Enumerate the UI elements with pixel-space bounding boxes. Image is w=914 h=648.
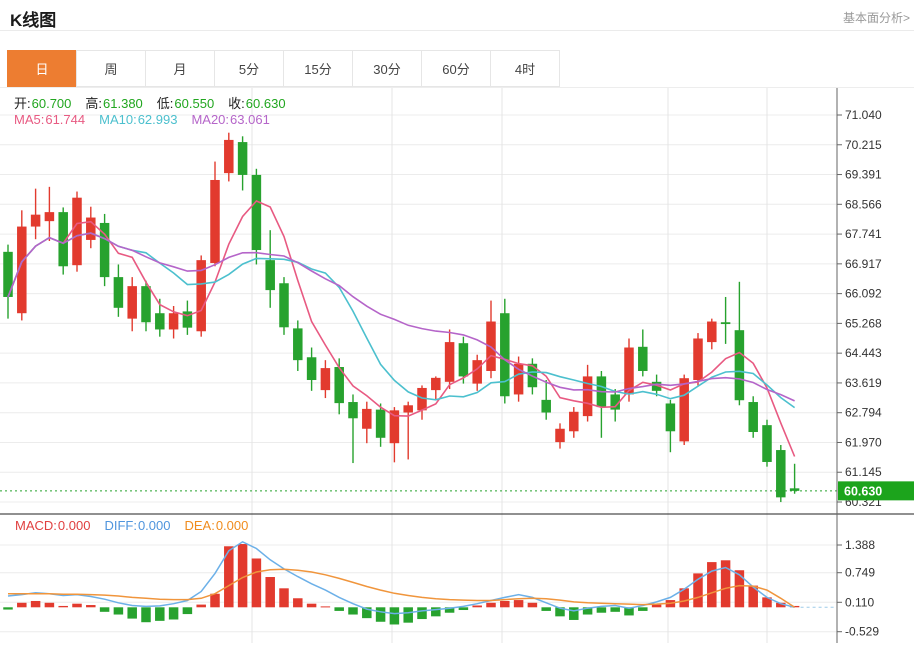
axis-tick-label: 66.092	[845, 287, 882, 301]
axis-tick-label: 62.794	[845, 406, 882, 420]
axis-tick-label: 1.388	[845, 538, 875, 552]
tab-15min[interactable]: 15分	[283, 50, 353, 87]
tab-5min[interactable]: 5分	[214, 50, 284, 87]
axis-tick-label: 0.110	[845, 595, 874, 609]
last-price-badge: 60.630	[838, 481, 914, 501]
axis-tick-label: 68.566	[845, 197, 882, 211]
macd-layer	[0, 513, 914, 625]
ma5-line	[7, 200, 796, 457]
interval-tab-bar: 日周月 5分 15分 30分 60分 4时	[7, 50, 560, 87]
tab-60min[interactable]: 60分	[421, 50, 491, 87]
candles-layer	[3, 132, 800, 503]
axis-tick-label: 66.917	[845, 257, 882, 271]
axis-tick-label: 0.749	[845, 566, 875, 580]
axis-tick-label: 63.619	[845, 376, 882, 390]
price-axis: 71.040 70.215 69.391 68.566 67.741 66.917 66.0…	[836, 88, 882, 643]
axis-tick-label: 67.741	[845, 227, 882, 241]
tabbar-divider	[0, 87, 914, 88]
ma10-line	[7, 232, 796, 409]
axis-tick-label: 70.215	[845, 138, 882, 152]
axis-tick-label: 61.145	[845, 465, 882, 479]
page-title: K线图	[10, 11, 57, 30]
last-price-badge-text: 60.630	[844, 484, 882, 498]
fundamental-analysis-link[interactable]: 基本面分析>	[842, 11, 910, 25]
axis-tick-label: 64.443	[845, 346, 882, 360]
dea-line	[8, 568, 796, 608]
axis-tick-label: 65.268	[845, 316, 882, 330]
axis-tick-label: 61.970	[845, 435, 882, 449]
ma20-line	[7, 232, 795, 402]
axis-tick-label: -0.529	[845, 625, 879, 639]
axis-tick-label: 71.040	[845, 108, 882, 122]
tab-week[interactable]: 周	[76, 50, 146, 87]
grid-layer	[0, 88, 837, 643]
kline-chart-area[interactable]: 71.040 70.215 69.391 68.566 67.741 66.917 66.0…	[0, 88, 914, 643]
diff-line	[7, 540, 795, 615]
kline-svg[interactable]: 71.040 70.215 69.391 68.566 67.741 66.917 66.0…	[0, 88, 914, 643]
tab-4hour[interactable]: 4时	[490, 50, 560, 87]
tab-day[interactable]: 日	[7, 50, 77, 87]
tab-month[interactable]: 月	[145, 50, 215, 87]
axis-tick-label: 69.391	[845, 168, 882, 182]
tab-30min[interactable]: 30分	[352, 50, 422, 87]
title-divider	[0, 30, 914, 31]
